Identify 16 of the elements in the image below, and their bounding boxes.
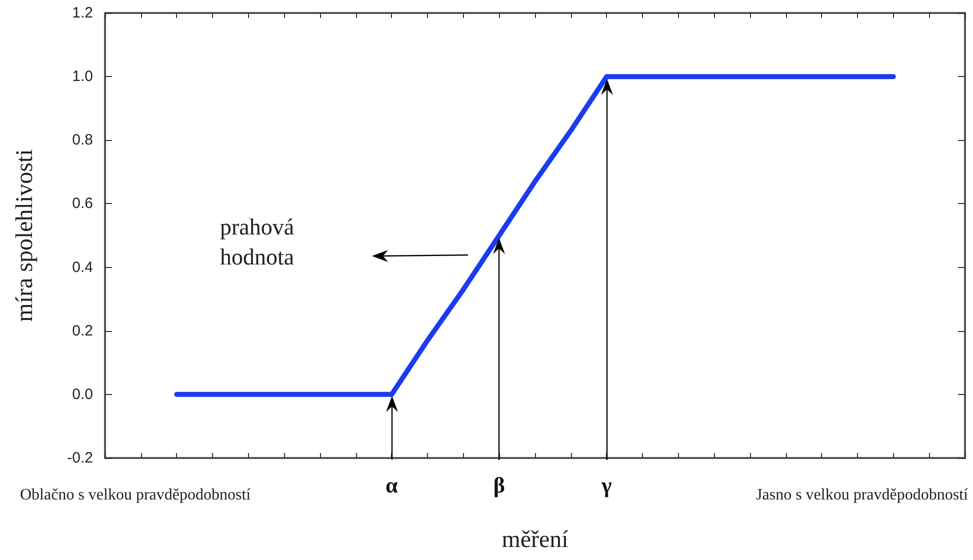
text: Jasno s velkou pravděpodobností (756, 486, 969, 504)
y-axis-title: míra spolehlivosti (12, 148, 38, 322)
x-axis-title: měření (502, 527, 569, 553)
text: Oblačno s velkou pravděpodobností (20, 486, 252, 504)
y-tick-label: 0.2 (72, 322, 93, 340)
y-tick-label: 0.4 (72, 258, 93, 276)
y-tick-label: 1.2 (72, 4, 93, 22)
x-tick-label: α (386, 472, 399, 498)
y-tick-label: 0.6 (72, 195, 93, 212)
x-tick-label: β (493, 472, 505, 498)
y-tick-label: -0.2 (67, 450, 93, 466)
y-tick-label: 1.0 (72, 68, 93, 86)
annotation: prahová hodnota (220, 214, 294, 270)
y-tick-label: 0.0 (72, 386, 93, 403)
x-tick-label: γ (600, 472, 612, 498)
y-tick-label: 0.8 (72, 132, 93, 149)
